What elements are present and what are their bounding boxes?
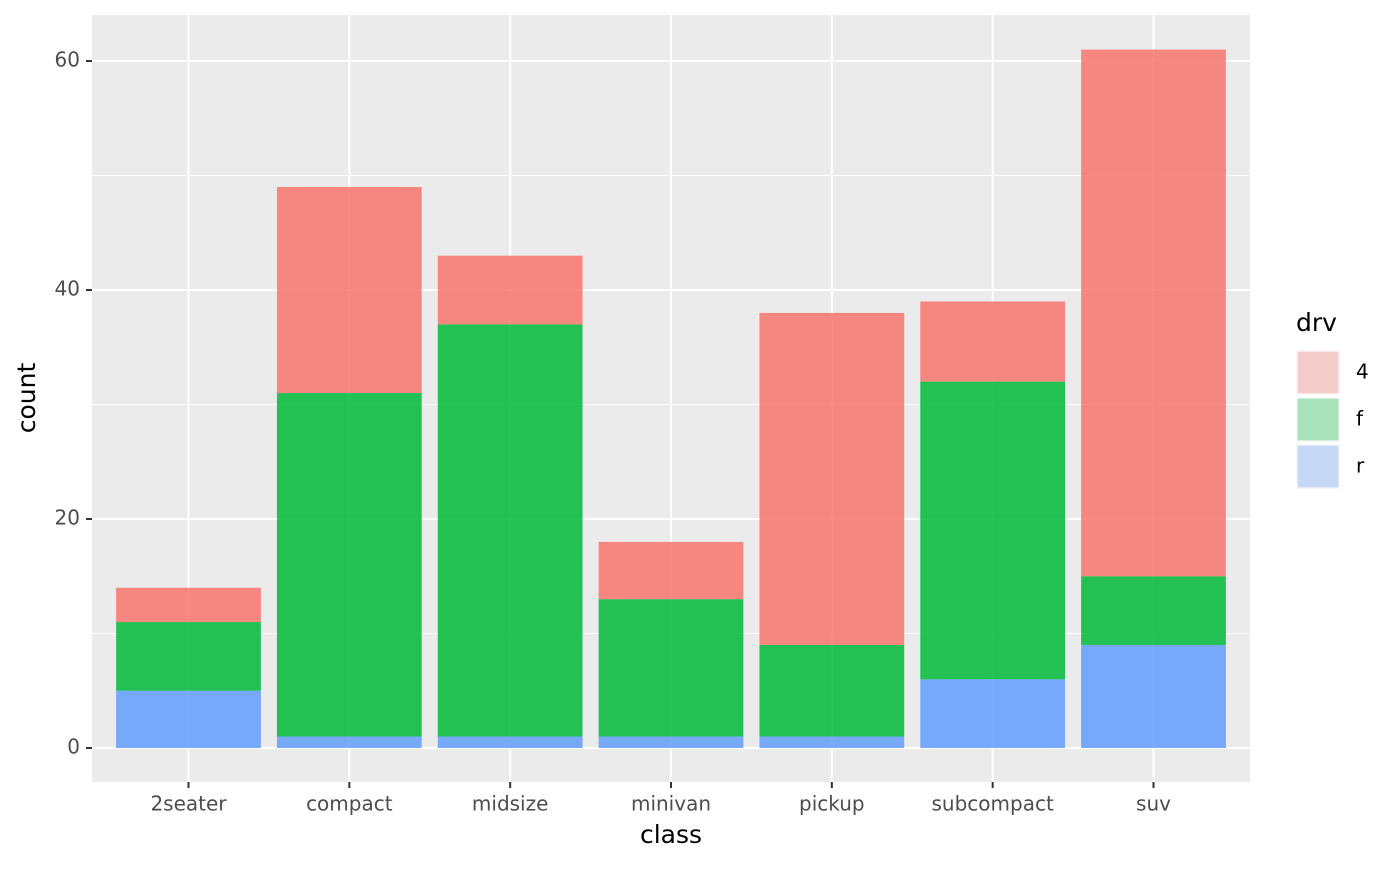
legend-key [1296,444,1340,489]
bar-segment [437,255,583,325]
x-tick-label: minivan [631,792,711,816]
bar-segment [1081,644,1226,748]
legend-label: r [1356,454,1365,478]
bar-segment [116,587,261,623]
bar-segment [276,393,422,737]
bar-segment [759,312,905,645]
x-tick-label: 2seater [150,792,227,816]
bar-segment [920,301,1066,382]
x-tick-label: pickup [799,792,865,816]
legend-key-bg [1296,397,1340,442]
bar-segment [1081,576,1226,645]
legend-label: 4 [1356,360,1369,384]
legend-label: f [1356,407,1364,431]
y-tick-label: 0 [67,734,80,758]
legend-key [1296,397,1340,442]
legend-key [1296,350,1340,395]
bar-segment [759,644,905,737]
legend-key-bg [1296,444,1340,489]
x-tick-label: compact [306,792,393,816]
y-tick-label: 60 [55,48,80,72]
bar-segment [1081,49,1226,577]
bar-segment [920,381,1066,680]
y-axis-title: count [12,363,41,434]
x-axis-title: class [640,820,702,849]
y-tick-label: 40 [55,277,80,301]
bar-segment [598,599,744,737]
x-tick-label: midsize [472,792,549,816]
y-tick-label: 20 [55,506,80,530]
bar-segment [116,690,261,748]
bar-segment [920,679,1066,748]
bar-segment [116,622,261,691]
legend-key-bg [1296,350,1340,395]
bar-segment [437,324,583,737]
bar-segment [437,736,583,748]
bar-segment [276,186,422,394]
bar-segment [759,736,905,748]
bar-segment [598,736,744,748]
x-tick-label: subcompact [932,792,1054,816]
legend-title: drv [1296,308,1337,337]
x-tick-label: suv [1136,792,1171,816]
bar-segment [598,541,744,600]
bar-segment [276,736,422,748]
